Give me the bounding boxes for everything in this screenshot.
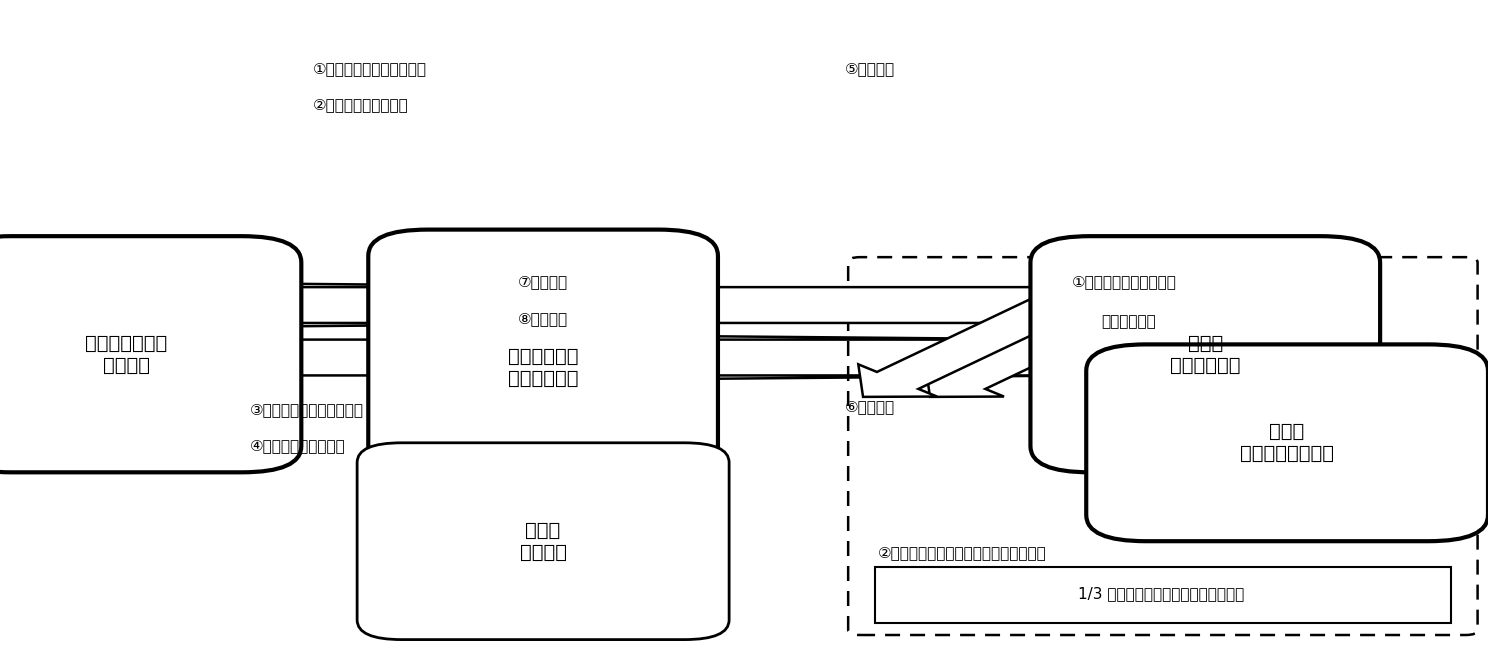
Text: 豊橋市
商工業振興課: 豊橋市 商工業振興課 [1170, 334, 1241, 375]
FancyBboxPatch shape [357, 443, 729, 640]
FancyBboxPatch shape [369, 230, 717, 505]
FancyBboxPatch shape [1086, 344, 1488, 541]
Polygon shape [243, 336, 661, 379]
Text: 豊橋市
資産税課: 豊橋市 資産税課 [519, 521, 567, 562]
Polygon shape [859, 297, 1077, 397]
Text: ⑥計画認定: ⑥計画認定 [845, 400, 896, 414]
Text: 従業員
（代表のみも可）: 従業員 （代表のみも可） [1240, 422, 1335, 463]
Text: ⑧税務申告: ⑧税務申告 [518, 311, 568, 325]
Polygon shape [661, 336, 1091, 379]
Polygon shape [509, 262, 577, 462]
Text: ②　投資計画確認依頼: ② 投資計画確認依頼 [312, 98, 408, 112]
Polygon shape [926, 297, 1144, 397]
Text: ③導入計画事前確認書発行: ③導入計画事前確認書発行 [250, 403, 365, 417]
Text: 従業員へ表明: 従業員へ表明 [1101, 314, 1156, 329]
Text: 1/3 に軽減される措置のための手続き: 1/3 に軽減される措置のための手続き [1077, 586, 1244, 601]
Text: ・中小企業者
・中小事業者: ・中小企業者 ・中小事業者 [507, 347, 579, 388]
Text: ①賃上げ方針を作成して: ①賃上げ方針を作成して [1071, 275, 1176, 289]
Polygon shape [661, 283, 1091, 326]
Text: ⑦設備取得: ⑦設備取得 [518, 275, 568, 289]
Text: 認定経営革新等
支援機関: 認定経営革新等 支援機関 [85, 334, 168, 375]
FancyBboxPatch shape [848, 257, 1478, 635]
FancyBboxPatch shape [1031, 236, 1381, 472]
FancyBboxPatch shape [0, 236, 301, 472]
Text: ②賃上げ方針の表明を受けたことを確認: ②賃上げ方針の表明を受けたことを確認 [878, 545, 1046, 560]
Polygon shape [243, 283, 661, 326]
Text: ①　導入計画事前確認依頼: ① 導入計画事前確認依頼 [312, 62, 427, 76]
Text: ⑤計画申請: ⑤計画申請 [845, 62, 896, 76]
Text: ④投資計画確認書発行: ④投資計画確認書発行 [250, 439, 345, 453]
Bar [875, 567, 1451, 623]
